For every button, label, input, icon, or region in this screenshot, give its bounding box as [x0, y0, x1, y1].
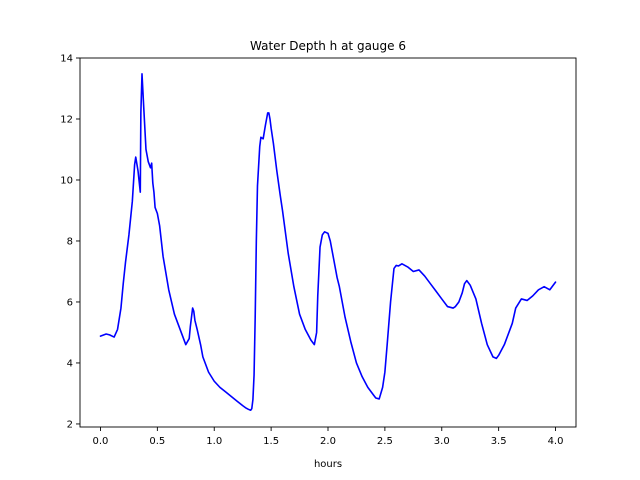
- y-tick-label: 6: [67, 297, 73, 308]
- x-axis-label: hours: [314, 459, 342, 470]
- y-tick-label: 14: [60, 54, 73, 65]
- x-tick-label: 2.0: [320, 436, 336, 447]
- chart-title: Water Depth h at gauge 6: [250, 39, 406, 53]
- y-tick-label: 8: [67, 236, 73, 247]
- x-tick-label: 3.5: [491, 436, 507, 447]
- x-tick-label: 1.0: [206, 436, 222, 447]
- y-axis: 2 4 6 8 10 12 14: [60, 54, 80, 430]
- x-tick-label: 0.5: [149, 436, 165, 447]
- series-line: [99, 73, 557, 412]
- y-tick-label: 10: [60, 175, 73, 186]
- y-tick-label: 4: [67, 358, 73, 369]
- x-tick-label: 2.5: [377, 436, 393, 447]
- x-tick-label: 4.0: [548, 436, 564, 447]
- y-tick-label: 12: [60, 114, 73, 125]
- y-tick-label: 2: [67, 419, 73, 430]
- x-tick-label: 1.5: [263, 436, 279, 447]
- x-tick-label: 3.0: [434, 436, 450, 447]
- x-axis: 0.0 0.5 1.0 1.5 2.0 2.5 3.0 3.5 4.0: [93, 427, 564, 447]
- x-tick-label: 0.0: [93, 436, 109, 447]
